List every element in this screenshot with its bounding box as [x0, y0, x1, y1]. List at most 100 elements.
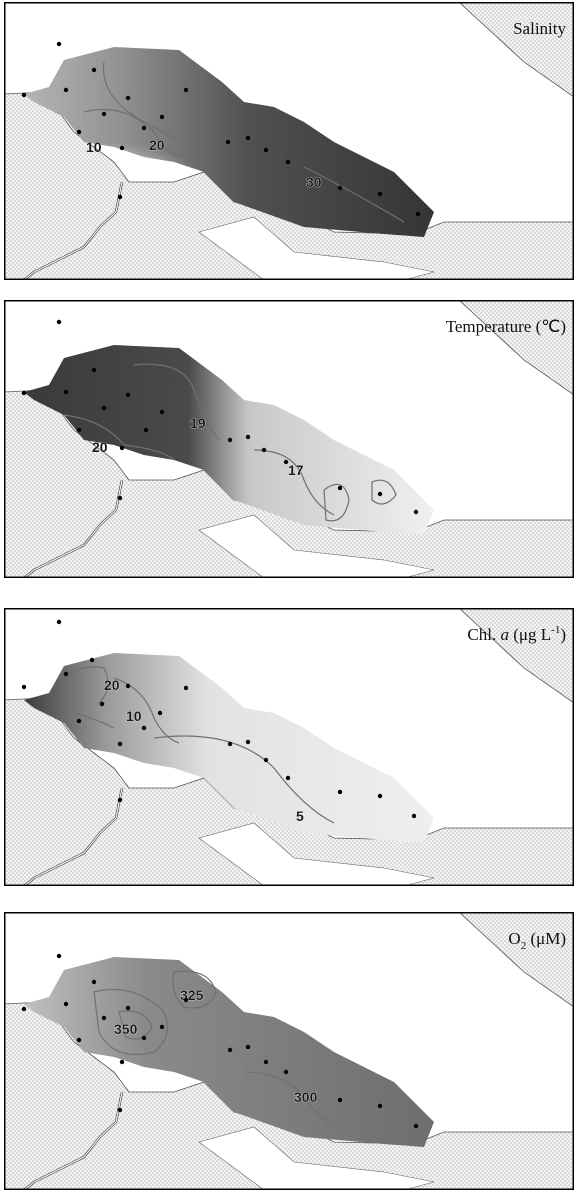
station-dot [157, 710, 163, 716]
channel-water [198, 822, 435, 886]
title-unit: (μM) [526, 929, 566, 948]
oxygen-map: 325 350 300 O2 (μM) [4, 912, 574, 1190]
contour-5 [153, 735, 335, 824]
contour-labels: 10 20 30 [86, 137, 322, 191]
station-dot [125, 683, 131, 689]
contour-350-inner [118, 1010, 153, 1040]
station-dot [63, 1001, 69, 1007]
station-dot [337, 185, 343, 191]
station-dot [21, 390, 27, 396]
station-dot [377, 793, 383, 799]
station-dot [56, 619, 62, 625]
panel-frame [4, 2, 574, 280]
contour-lines [83, 61, 405, 223]
station-dot [63, 389, 69, 395]
contour-17-loop [323, 483, 350, 522]
station-dot [285, 775, 291, 781]
panel-title: Salinity [513, 19, 566, 38]
title-unit: (μg L [509, 625, 551, 644]
map-panel-salinity: 10 20 30 Salinity [4, 2, 574, 280]
contour-label: 19 [190, 415, 206, 431]
panel-title: Temperature (℃) [446, 317, 566, 336]
station-dot [285, 159, 291, 165]
station-dot [377, 1103, 383, 1109]
channel-water [198, 514, 435, 578]
river-inner [23, 1091, 123, 1190]
station-dots [21, 619, 417, 819]
contour-350 [93, 988, 168, 1056]
land-north-coast [4, 2, 574, 98]
station-dot [63, 87, 69, 93]
station-dot [245, 135, 251, 141]
water-body [24, 957, 434, 1147]
station-dot [143, 427, 149, 433]
river-inner [23, 181, 123, 280]
station-dot [56, 319, 62, 325]
chlorophyll-map: 20 10 5 Chl. a (μg L-1) [4, 608, 574, 886]
station-dot [337, 1097, 343, 1103]
title-close: ) [560, 625, 566, 644]
station-dot [76, 1037, 82, 1043]
station-dot [119, 445, 125, 451]
station-dot [117, 797, 123, 803]
contour-17-loop-east [371, 479, 397, 505]
contour-17 [253, 449, 335, 516]
station-dot [117, 741, 123, 747]
station-dot [141, 1035, 147, 1041]
station-dot [119, 145, 125, 151]
station-dot [413, 509, 419, 515]
station-dot [225, 139, 231, 145]
contour-label: 17 [288, 462, 304, 478]
title-subscript: 2 [521, 940, 527, 952]
salinity-map: 10 20 30 Salinity [4, 2, 574, 280]
contour-label: 10 [126, 708, 142, 724]
panel-frame [4, 912, 574, 1190]
station-dot [159, 409, 165, 415]
station-dot [56, 41, 62, 47]
map-panel-oxygen: 325 350 300 O2 (μM) [4, 912, 574, 1190]
title-italic: a [500, 625, 509, 644]
contour-label: 30 [306, 174, 322, 190]
station-dot [117, 495, 123, 501]
station-dot [263, 147, 269, 153]
panel-frame [4, 608, 574, 886]
water-body [24, 653, 434, 843]
panel-frame [4, 300, 574, 578]
contour-label: 350 [114, 1021, 138, 1037]
station-dot [21, 684, 27, 690]
land-north-coast [4, 608, 574, 704]
land-north-coast [4, 912, 574, 1008]
station-dot [101, 111, 107, 117]
station-dot [261, 447, 267, 453]
station-dot [125, 1005, 131, 1011]
station-dot [141, 125, 147, 131]
contour-30 [303, 166, 405, 223]
station-dot [337, 485, 343, 491]
station-dot [125, 95, 131, 101]
contour-325 [172, 970, 217, 1009]
temperature-map: 20 19 17 Temperature (℃) [4, 300, 574, 578]
station-dot [183, 685, 189, 691]
contour-10 [83, 108, 180, 158]
station-dot [227, 437, 233, 443]
station-dot [411, 813, 417, 819]
station-dot [227, 741, 233, 747]
station-dot [101, 1015, 107, 1021]
contour-label: 300 [294, 1089, 318, 1105]
station-dot [159, 114, 165, 120]
station-dots [21, 953, 419, 1129]
contour-label: 325 [180, 987, 204, 1003]
title-prefix: Chl. [467, 625, 500, 644]
station-dot [413, 1123, 419, 1129]
station-dot [91, 979, 97, 985]
contour-label: 20 [92, 439, 108, 455]
station-dot [263, 1059, 269, 1065]
river-inner [23, 479, 123, 578]
station-dots [21, 41, 421, 217]
contour-lines [63, 363, 397, 522]
station-dot [263, 757, 269, 763]
station-dot [76, 718, 82, 724]
station-dot [91, 67, 97, 73]
station-dot [125, 392, 131, 398]
station-dot [337, 789, 343, 795]
